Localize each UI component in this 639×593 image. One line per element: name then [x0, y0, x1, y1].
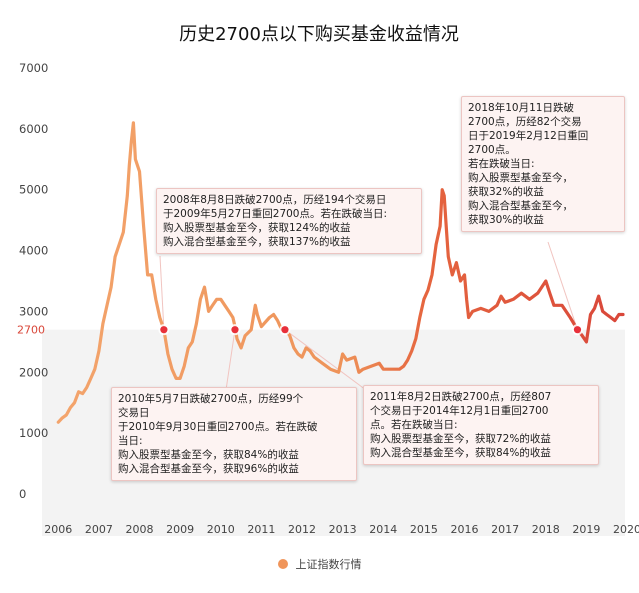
legend-swatch [277, 559, 288, 569]
annotation-leader-line [547, 241, 578, 330]
x-tick-label: 2010 [207, 523, 235, 536]
y-tick-label: 4000 [19, 244, 48, 258]
x-tick-label: 2017 [491, 523, 519, 536]
annotation-2011: 2011年8月2日跌破2700点，历经807 个交易日于2014年12月1日重回… [363, 385, 599, 465]
x-tick-label: 2009 [166, 523, 194, 536]
x-tick-label: 2014 [369, 523, 397, 536]
series-line-sse-index [56, 121, 625, 424]
x-tick-label: 2020 [613, 523, 639, 536]
x-tick-label: 2015 [410, 523, 438, 536]
breakdown-marker [281, 326, 289, 334]
annotation-leader-line [284, 329, 367, 391]
y-tick-label: 2000 [19, 365, 48, 379]
breakdown-marker [573, 326, 582, 334]
x-tick-label: 2019 [572, 523, 600, 536]
annotation-2010: 2010年5月7日跌破2700点，历经99个 交易日 于2010年9月30日重回… [111, 387, 357, 481]
breakdown-marker [231, 326, 239, 334]
breakdown-marker [160, 326, 168, 334]
y-tick-label: 1000 [19, 426, 48, 440]
x-tick-label: 2008 [126, 523, 154, 536]
annotation-2018: 2018年10月11日跌破 2700点，历经82个交易 日于2019年2月12日… [461, 96, 625, 232]
x-tick-label: 2013 [329, 523, 357, 536]
legend-label: 上证指数行情 [295, 558, 362, 571]
y-tick-label: 6000 [19, 122, 48, 136]
legend: 上证指数行情 [0, 556, 639, 572]
annotation-leader-line [225, 329, 236, 391]
x-tick-label: 2018 [532, 523, 560, 536]
y-tick-label: 2700 [17, 324, 45, 337]
y-tick-label: 0 [19, 487, 26, 501]
x-tick-label: 2007 [85, 523, 113, 536]
x-tick-label: 2011 [247, 523, 275, 536]
chart-title: 历史2700点以下购买基金收益情况 [179, 24, 459, 45]
y-tick-label: 3000 [19, 304, 48, 318]
x-tick-label: 2016 [451, 523, 479, 536]
x-tick-label: 2012 [288, 523, 316, 536]
x-tick-label: 2006 [44, 523, 72, 536]
annotation-2008: 2008年8月8日跌破2700点，历经194个交易日 于2009年5月27日重回… [156, 188, 422, 254]
annotation-leader-line [159, 255, 165, 330]
y-tick-label: 7000 [19, 61, 48, 75]
y-tick-label: 5000 [19, 183, 48, 197]
